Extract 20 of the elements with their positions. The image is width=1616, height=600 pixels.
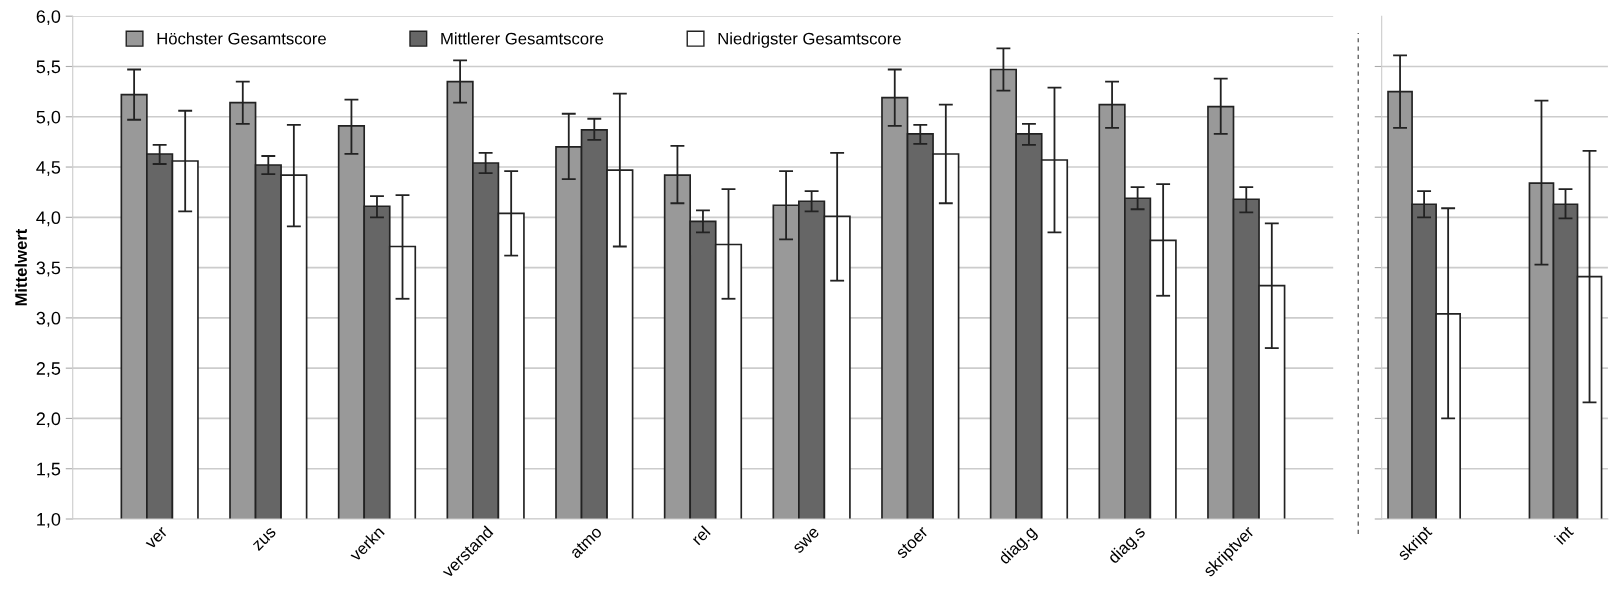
legend-label: Niedrigster Gesamtscore bbox=[718, 32, 901, 48]
y-tick-label: 4,0 bbox=[36, 211, 61, 227]
x-tick-label: rel bbox=[690, 525, 711, 546]
y-tick-label: 5,5 bbox=[36, 60, 61, 76]
y-tick-label: 3,5 bbox=[36, 261, 61, 277]
y-tick-label: 3,0 bbox=[36, 311, 61, 327]
x-tick-label: int bbox=[1553, 524, 1575, 545]
legend-label: Höchster Gesamtscore bbox=[157, 32, 326, 45]
legend-label: Mittlerer Gesamtscore bbox=[441, 32, 604, 45]
y-tick-label: 2,5 bbox=[36, 362, 61, 378]
y-axis-title: Mittelwert bbox=[14, 228, 27, 306]
y-tick-label: 1,5 bbox=[37, 462, 61, 478]
y-tick-label: 6,0 bbox=[36, 10, 61, 26]
y-tick-label: 4,5 bbox=[36, 161, 61, 176]
x-tick-label: zus bbox=[252, 527, 277, 552]
y-tick-label: 1,0 bbox=[37, 512, 61, 528]
x-tick-label: ver bbox=[145, 526, 169, 550]
y-tick-label: 2,0 bbox=[36, 412, 61, 428]
y-tick-label: 5,0 bbox=[36, 110, 61, 126]
x-tick-label: swe bbox=[793, 527, 820, 554]
